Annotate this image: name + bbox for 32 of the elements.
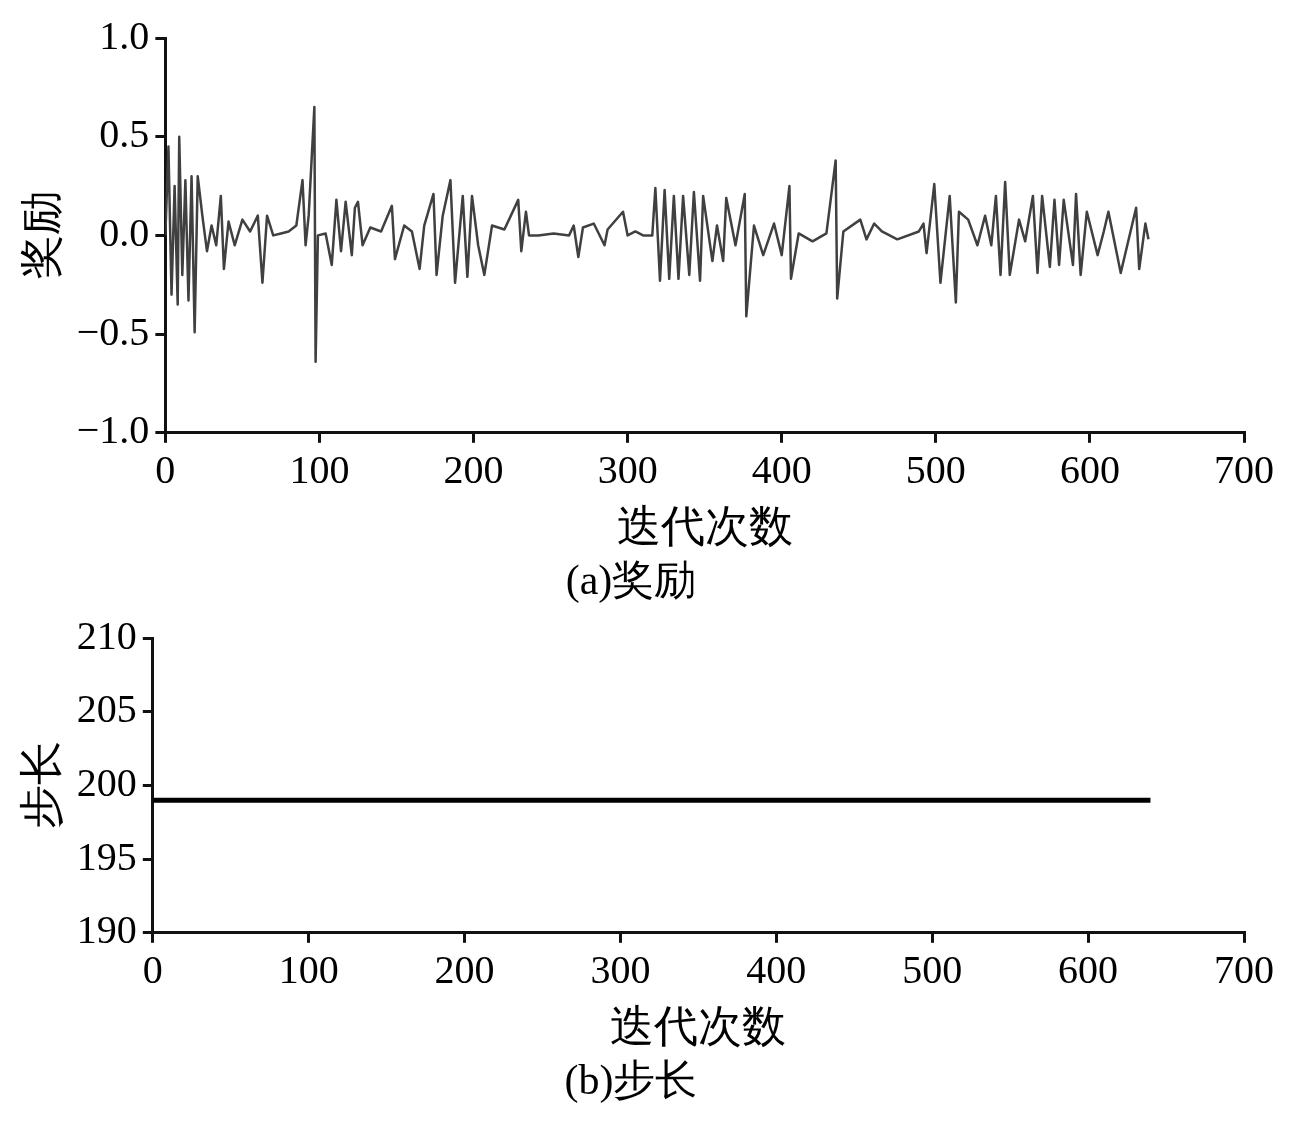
x-tick-label: 200 [443, 447, 504, 493]
x-tick-label: 700 [1214, 947, 1274, 993]
y-tick-label: 1.0 [99, 12, 150, 58]
x-tick-label: 600 [1059, 447, 1120, 493]
y-tick-label: 190 [76, 907, 137, 953]
y-tick-label: 200 [76, 759, 137, 805]
text: (a)奖励 [565, 556, 697, 604]
x-tick-label: 100 [278, 947, 339, 993]
x-tick-label: 500 [905, 447, 966, 493]
x-axis-title: 迭代次数 [616, 501, 793, 551]
y-tick-label: −1.0 [76, 407, 150, 453]
x-tick-label: 700 [1214, 447, 1274, 493]
x-tick-label: 400 [746, 947, 807, 993]
y-axis-title: 奖励 [16, 191, 66, 280]
y-tick-label: 0.5 [99, 111, 150, 157]
x-tick-label: 400 [751, 447, 812, 493]
y-tick-label: 205 [76, 686, 137, 732]
x-tick-label: 200 [434, 947, 495, 993]
y-tick-label: 195 [76, 833, 137, 879]
x-tick-label: 0 [155, 447, 176, 493]
x-tick-label: 0 [142, 947, 163, 993]
x-tick-label: 300 [590, 947, 651, 993]
y-tick-label: 0.0 [99, 209, 150, 255]
x-tick-label: 500 [902, 947, 963, 993]
y-tick-label: −0.5 [76, 308, 150, 354]
x-tick-label: 600 [1058, 947, 1119, 993]
y-tick-label: 210 [76, 612, 137, 658]
x-tick-label: 100 [289, 447, 350, 493]
x-axis-title: 迭代次数 [610, 1001, 787, 1051]
text: (b)步长 [564, 1056, 698, 1104]
x-tick-label: 300 [597, 447, 658, 493]
y-axis-title: 步长 [16, 741, 66, 830]
